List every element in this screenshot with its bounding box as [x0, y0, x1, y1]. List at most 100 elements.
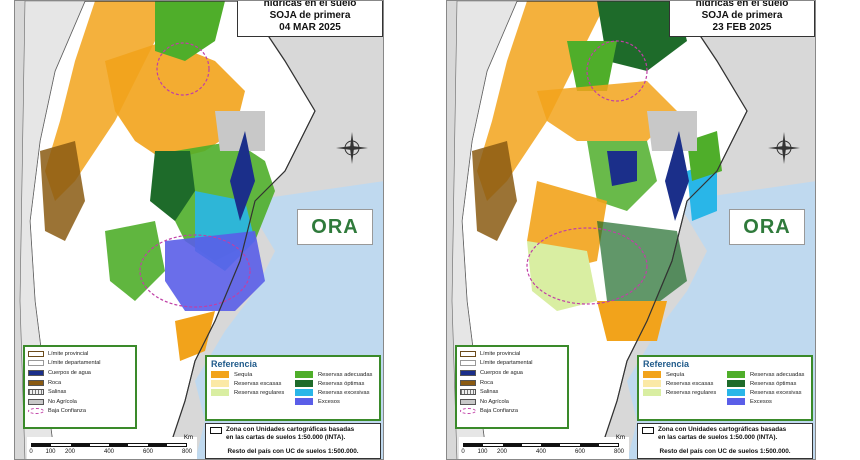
legend-label: Límite provincial — [48, 350, 89, 357]
zone-outline-icon — [210, 427, 222, 434]
salinas-icon — [28, 389, 44, 396]
water-icon — [28, 369, 44, 376]
map-panel-left: hídricas en el suelo SOJA de primera 04 … — [14, 0, 384, 460]
legend-label: No Agrícola — [480, 398, 509, 405]
low-confidence-circle-icon — [28, 408, 44, 415]
ref-label: Reservas óptimas — [318, 380, 365, 387]
rock-icon — [460, 379, 476, 386]
argentina-map-left — [15, 1, 383, 459]
excesivas-swatch-icon — [727, 389, 745, 396]
ref-label: Reservas óptimas — [750, 380, 797, 387]
ref-item-excesos: Excesos — [727, 398, 807, 405]
legend-label: Roca — [480, 379, 494, 386]
ref-item-optimas: Reservas óptimas — [295, 380, 375, 387]
provincial-line-icon — [460, 350, 476, 357]
ref-item-adecuadas: Reservas adecuadas — [295, 371, 375, 378]
legend-item-departmental-limit: Límite departamental — [28, 359, 132, 369]
scale-label: 100 — [477, 449, 488, 455]
ref-label: Reservas regulares — [666, 389, 717, 396]
adecuadas-swatch-icon — [727, 371, 745, 378]
scale-unit: Km — [184, 435, 193, 441]
legend-label: Baja Confianza — [48, 408, 86, 415]
legend-item-water: Cuerpos de agua — [460, 368, 564, 378]
map-legend: Límite provincial Límite departamental C… — [455, 345, 569, 429]
legend-label: Salinas — [48, 389, 67, 396]
escasas-swatch-icon — [643, 380, 661, 387]
escasas-swatch-icon — [211, 380, 229, 387]
soil-units-note: Zona con Unidades cartográficas basadas … — [205, 423, 381, 459]
note-line1: Zona con Unidades cartográficas basadas — [226, 426, 355, 433]
map-date: 23 FEB 2025 — [712, 22, 772, 33]
sequia-swatch-icon — [643, 371, 661, 378]
legend-label: Límite departamental — [48, 360, 101, 367]
map-date: 04 MAR 2025 — [279, 22, 341, 33]
note-line3: Resto del país con UC de suelos 1:500.00… — [227, 448, 359, 455]
scale-bar-graphic — [31, 443, 187, 447]
scale-label: 100 — [45, 449, 56, 455]
optimas-swatch-icon — [295, 380, 313, 387]
scale-label: 800 — [613, 449, 625, 455]
provincial-line-icon — [28, 350, 44, 357]
ref-item-optimas: Reservas óptimas — [727, 380, 807, 387]
scale-label: 200 — [64, 449, 76, 455]
optimas-swatch-icon — [727, 380, 745, 387]
non-agricultural-icon — [460, 398, 476, 405]
ref-label: Sequía — [234, 371, 253, 378]
scale-label: 400 — [535, 449, 547, 455]
ref-item-sequia: Sequía — [211, 371, 291, 378]
legend-item-low-confidence: Baja Confianza — [28, 407, 132, 417]
departmental-line-icon — [460, 360, 476, 367]
legend-item-non-agricultural: No Agrícola — [28, 397, 132, 407]
legend-label: Salinas — [480, 389, 499, 396]
note-line3: Resto del país con UC de suelos 1:500.00… — [659, 448, 791, 455]
note-line2: en las cartas de suelos 1:50.000 (INTA). — [226, 434, 346, 441]
legend-item-salinas: Salinas — [460, 387, 564, 397]
ref-item-excesivas: Reservas excesivas — [295, 389, 375, 396]
map-panel-right: hídricas en el suelo SOJA de primera 23 … — [446, 0, 816, 460]
legend-label: Límite provincial — [480, 350, 521, 357]
ref-label: Reservas adecuadas — [318, 371, 373, 378]
excesivas-swatch-icon — [295, 389, 313, 396]
ref-label: Reservas excesivas — [318, 389, 370, 396]
zone-outline-icon — [642, 427, 654, 434]
map-title-line2: SOJA de primera — [269, 10, 351, 21]
ref-item-escasas: Reservas escasas — [211, 380, 291, 387]
ref-item-excesos: Excesos — [295, 398, 375, 405]
regulares-swatch-icon — [211, 389, 229, 396]
scale-unit: Km — [616, 435, 625, 441]
map-title-line2: SOJA de primera — [701, 10, 783, 21]
soil-units-note: Zona con Unidades cartográficas basadas … — [637, 423, 813, 459]
ref-item-escasas: Reservas escasas — [643, 380, 723, 387]
excesos-swatch-icon — [727, 398, 745, 405]
ref-item-regulares: Reservas regulares — [643, 389, 723, 396]
sequia-swatch-icon — [211, 371, 229, 378]
map-title-line1: hídricas en el suelo — [695, 0, 789, 9]
legend-item-departmental-limit: Límite departamental — [460, 359, 564, 369]
salinas-icon — [460, 389, 476, 396]
legend-label: Límite departamental — [480, 360, 533, 367]
scale-label: 0 — [461, 449, 465, 455]
water-icon — [460, 369, 476, 376]
ref-label: Reservas escasas — [666, 380, 714, 387]
ref-label: Reservas adecuadas — [750, 371, 805, 378]
ref-item-excesivas: Reservas excesivas — [727, 389, 807, 396]
ref-item-regulares: Reservas regulares — [211, 389, 291, 396]
legend-item-rock: Roca — [460, 378, 564, 388]
map-title-box: hídricas en el suelo SOJA de primera 23 … — [669, 0, 815, 37]
legend-label: Baja Confianza — [480, 408, 518, 415]
ref-label: Reservas escasas — [234, 380, 282, 387]
reference-legend: Referencia Sequía Reservas adecuadas Res… — [637, 355, 813, 421]
scale-bar-graphic — [463, 443, 619, 447]
ref-label: Reservas excesivas — [750, 389, 802, 396]
ref-item-sequia: Sequía — [643, 371, 723, 378]
excesos-swatch-icon — [295, 398, 313, 405]
legend-item-provincial-limit: Límite provincial — [28, 349, 132, 359]
map-title-line1: hídricas en el suelo — [263, 0, 357, 9]
legend-item-water: Cuerpos de agua — [28, 368, 132, 378]
ref-label: Sequía — [666, 371, 685, 378]
map-legend: Límite provincial Límite departamental C… — [23, 345, 137, 429]
legend-item-rock: Roca — [28, 378, 132, 388]
reference-legend: Referencia Sequía Reservas adecuadas Res… — [205, 355, 381, 421]
legend-item-provincial-limit: Límite provincial — [460, 349, 564, 359]
scale-bar: Km 0 100 200 400 600 800 — [459, 435, 629, 459]
